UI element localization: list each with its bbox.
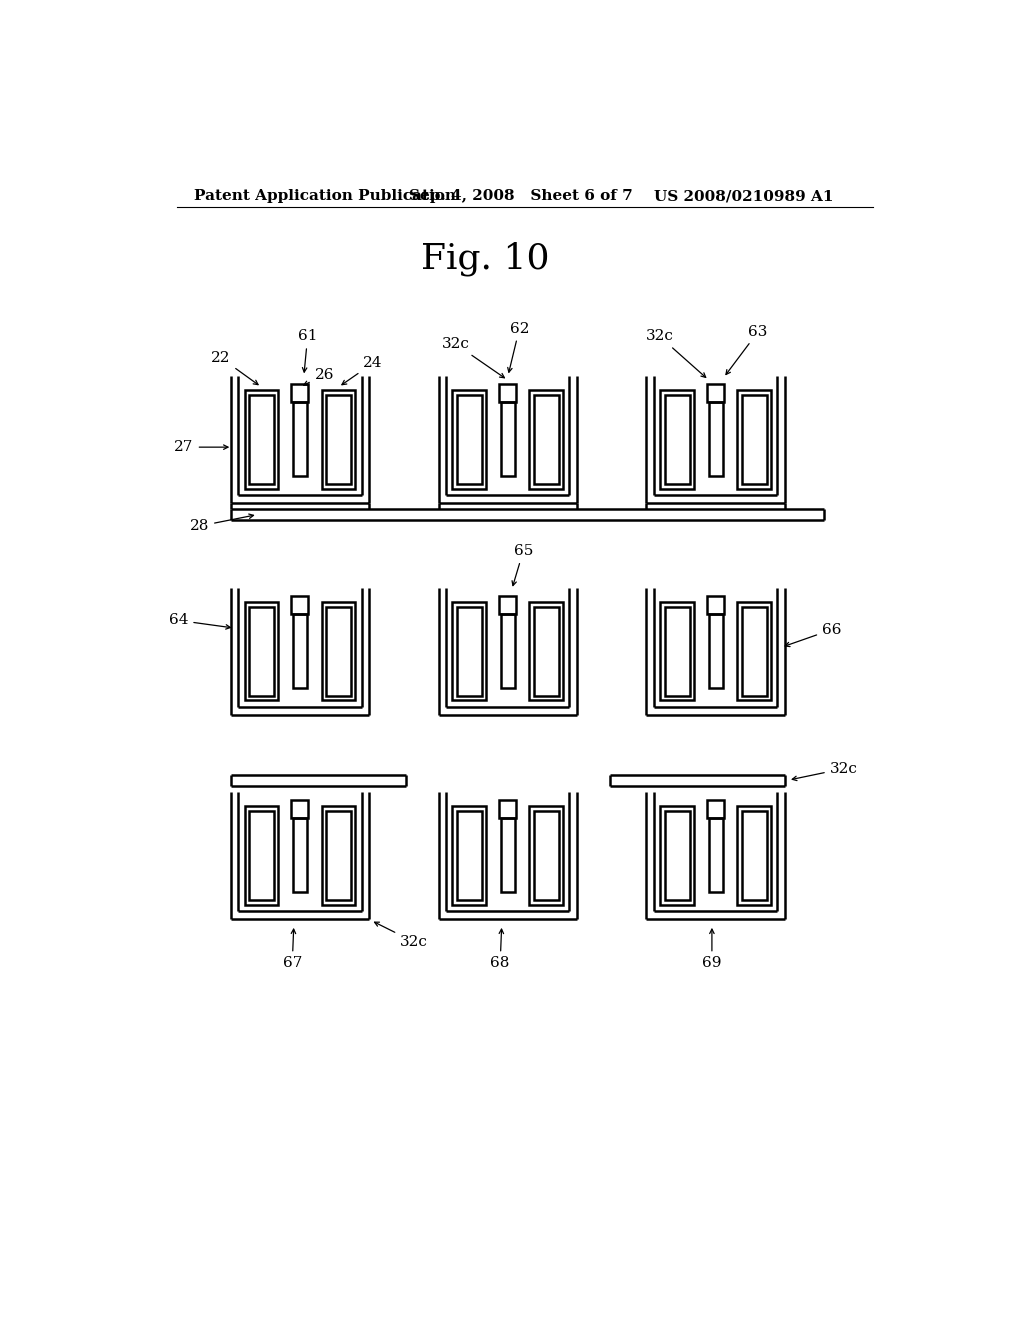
Text: Patent Application Publication: Patent Application Publication — [195, 189, 457, 203]
Bar — [245, 807, 279, 904]
Bar — [500, 384, 516, 403]
Bar — [500, 800, 516, 818]
Bar — [535, 810, 559, 900]
Bar — [249, 810, 273, 900]
Bar — [737, 602, 771, 701]
Bar — [326, 607, 351, 696]
Bar — [660, 807, 694, 904]
Text: 32c: 32c — [793, 762, 857, 780]
Bar — [453, 602, 486, 701]
Text: US 2008/0210989 A1: US 2008/0210989 A1 — [654, 189, 834, 203]
Bar — [322, 391, 355, 488]
Bar — [453, 391, 486, 488]
Text: 63: 63 — [726, 325, 768, 375]
Text: Fig. 10: Fig. 10 — [421, 242, 549, 276]
Bar — [742, 607, 767, 696]
Bar — [709, 403, 723, 477]
Bar — [245, 391, 279, 488]
Text: Sep. 4, 2008   Sheet 6 of 7: Sep. 4, 2008 Sheet 6 of 7 — [410, 189, 633, 203]
Text: 65: 65 — [512, 544, 532, 586]
Bar — [293, 403, 307, 477]
Bar — [500, 595, 516, 614]
Bar — [322, 807, 355, 904]
Bar — [457, 810, 481, 900]
Text: 32c: 32c — [645, 329, 706, 378]
Bar — [457, 395, 481, 484]
Bar — [737, 807, 771, 904]
Text: 67: 67 — [283, 929, 302, 970]
Bar — [326, 395, 351, 484]
Bar — [535, 607, 559, 696]
Bar — [742, 395, 767, 484]
Text: 64: 64 — [169, 614, 230, 630]
Bar — [529, 602, 563, 701]
Bar — [665, 607, 689, 696]
Bar — [529, 807, 563, 904]
Text: 24: 24 — [342, 356, 383, 384]
Bar — [665, 810, 689, 900]
Bar — [665, 395, 689, 484]
Bar — [326, 810, 351, 900]
Bar — [249, 607, 273, 696]
Bar — [708, 595, 724, 614]
Bar — [322, 602, 355, 701]
Bar — [709, 818, 723, 892]
Bar — [292, 384, 308, 403]
Bar — [293, 614, 307, 688]
Bar — [249, 395, 273, 484]
Text: 27: 27 — [174, 440, 228, 454]
Text: 61: 61 — [298, 329, 317, 372]
Bar — [293, 818, 307, 892]
Text: 62: 62 — [508, 322, 529, 372]
Text: 69: 69 — [702, 929, 722, 970]
Bar — [709, 614, 723, 688]
Bar — [292, 595, 308, 614]
Text: 26: 26 — [304, 368, 334, 385]
Bar — [529, 391, 563, 488]
Bar — [708, 800, 724, 818]
Bar — [660, 391, 694, 488]
Text: 68: 68 — [490, 929, 510, 970]
Bar — [501, 403, 515, 477]
Bar — [535, 395, 559, 484]
Bar — [457, 607, 481, 696]
Text: 22: 22 — [211, 351, 258, 384]
Bar — [742, 810, 767, 900]
Bar — [737, 391, 771, 488]
Bar — [501, 614, 515, 688]
Bar — [660, 602, 694, 701]
Text: 32c: 32c — [375, 923, 428, 949]
Bar — [292, 800, 308, 818]
Bar — [501, 818, 515, 892]
Bar — [245, 602, 279, 701]
Text: 66: 66 — [785, 623, 842, 647]
Text: 32c: 32c — [441, 337, 505, 378]
Bar — [708, 384, 724, 403]
Text: 28: 28 — [189, 513, 254, 533]
Bar — [453, 807, 486, 904]
